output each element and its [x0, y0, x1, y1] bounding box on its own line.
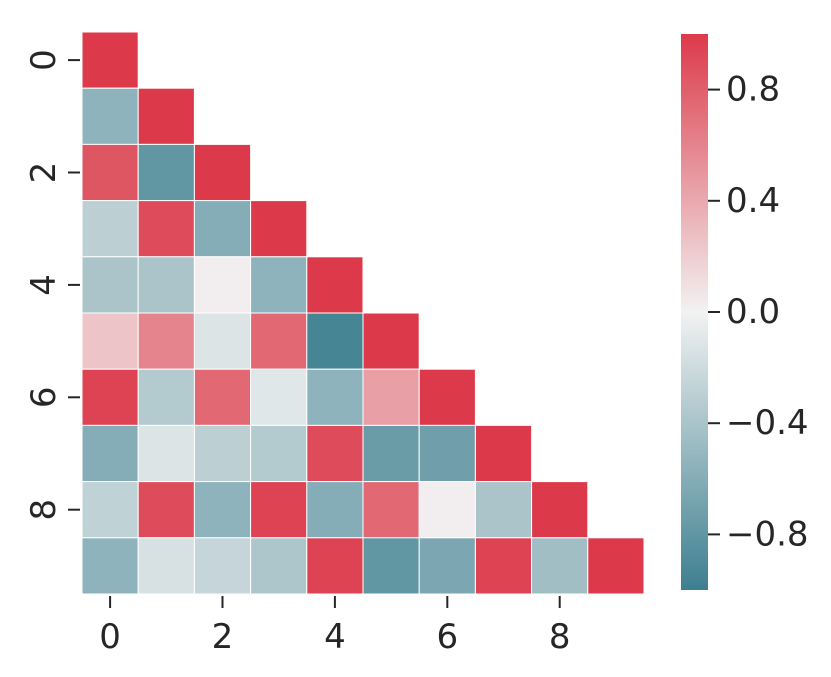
- colorbar-tick-label: −0.4: [726, 403, 809, 443]
- y-tick-label: 2: [24, 162, 64, 184]
- y-tick-label: 4: [24, 274, 64, 296]
- heatmap-cell-r4-c4: [306, 256, 364, 314]
- colorbar-tick-label: 0.0: [726, 292, 780, 332]
- heatmap-cell-r5-c3: [250, 312, 308, 370]
- heatmap-cell-r6-c4: [306, 368, 364, 426]
- heatmap-cell-r1-c1: [137, 87, 195, 145]
- heatmap-cell-r3-c3: [250, 200, 308, 258]
- heatmap-cell-r7-c5: [362, 424, 420, 483]
- heatmap-cell-r9-c5: [362, 537, 420, 595]
- heatmap-cell-r5-c0: [81, 312, 139, 370]
- heatmap-cell-r4-c2: [193, 256, 252, 314]
- heatmap-cell-r8-c7: [474, 481, 533, 539]
- heatmap-cell-r2-c0: [81, 143, 139, 202]
- heatmap-cell-r9-c2: [193, 537, 252, 595]
- heatmap-cell-r8-c8: [531, 481, 589, 539]
- y-tick-label: 8: [24, 499, 64, 521]
- heatmap-cell-r4-c1: [137, 256, 195, 314]
- heatmap-cell-r7-c1: [137, 424, 195, 483]
- heatmap-cell-r2-c1: [137, 143, 195, 202]
- heatmap-cell-r7-c0: [81, 424, 139, 483]
- x-tick-label: 4: [324, 617, 346, 657]
- heatmap-cell-r3-c2: [193, 200, 252, 258]
- heatmap-cell-r9-c4: [306, 537, 364, 595]
- heatmap-cell-r5-c5: [362, 312, 420, 370]
- heatmap-cell-r5-c2: [193, 312, 252, 370]
- heatmap-cell-r9-c9: [587, 537, 645, 595]
- heatmap-cell-r7-c4: [306, 424, 364, 483]
- heatmap-cell-r9-c6: [418, 537, 476, 595]
- heatmap-cell-r9-c1: [137, 537, 195, 595]
- colorbar-gradient: [681, 34, 708, 590]
- heatmap-cell-r4-c3: [250, 256, 308, 314]
- x-tick-label: 8: [549, 617, 571, 657]
- heatmap-cell-r6-c3: [250, 368, 308, 426]
- heatmap-cell-r7-c3: [250, 424, 308, 483]
- heatmap-cell-r6-c6: [418, 368, 476, 426]
- y-axis: 0 2 4 6 8: [24, 49, 80, 521]
- heatmap-cell-r7-c6: [418, 424, 476, 483]
- colorbar-tick-label: 0.4: [726, 181, 780, 221]
- heatmap-cell-r7-c7: [474, 424, 533, 483]
- colorbar-tick-label: 0.8: [726, 70, 780, 110]
- heatmap-cell-r5-c4: [306, 312, 364, 370]
- heatmap-cell-r6-c5: [362, 368, 420, 426]
- x-axis: 0 2 4 6 8: [99, 596, 571, 657]
- heatmap-cells: [81, 31, 645, 595]
- y-tick-label: 6: [24, 386, 64, 408]
- x-tick-label: 6: [436, 617, 458, 657]
- heatmap-cell-r9-c0: [81, 537, 139, 595]
- colorbar: 0.8 0.4 0.0 −0.4 −0.8: [681, 34, 809, 590]
- heatmap-cell-r8-c5: [362, 481, 420, 539]
- heatmap-cell-r0-c0: [81, 31, 139, 89]
- heatmap-cell-r4-c0: [81, 256, 139, 314]
- heatmap-cell-r9-c3: [250, 537, 308, 595]
- heatmap-cell-r8-c6: [418, 481, 476, 539]
- heatmap-cell-r1-c0: [81, 87, 139, 145]
- heatmap-cell-r6-c2: [193, 368, 252, 426]
- x-tick-label: 2: [212, 617, 234, 657]
- heatmap-cell-r8-c1: [137, 481, 195, 539]
- x-tick-label: 0: [99, 617, 121, 657]
- heatmap-cell-r8-c0: [81, 481, 139, 539]
- heatmap-cell-r8-c2: [193, 481, 252, 539]
- heatmap-cell-r9-c7: [474, 537, 533, 595]
- y-tick-label: 0: [24, 49, 64, 71]
- heatmap-cell-r6-c0: [81, 368, 139, 426]
- heatmap-cell-r3-c1: [137, 200, 195, 258]
- heatmap-cell-r3-c0: [81, 200, 139, 258]
- colorbar-tick-label: −0.8: [726, 514, 809, 554]
- heatmap-cell-r7-c2: [193, 424, 252, 483]
- heatmap-cell-r8-c3: [250, 481, 308, 539]
- heatmap-cell-r5-c1: [137, 312, 195, 370]
- heatmap-cell-r8-c4: [306, 481, 364, 539]
- heatmap-cell-r6-c1: [137, 368, 195, 426]
- heatmap-cell-r9-c8: [531, 537, 589, 595]
- heatmap-cell-r2-c2: [193, 143, 252, 202]
